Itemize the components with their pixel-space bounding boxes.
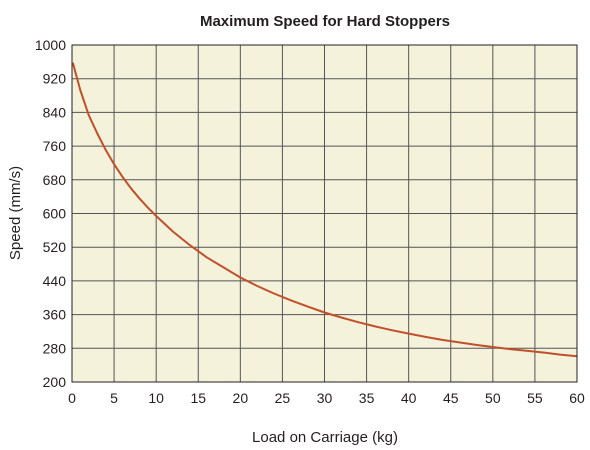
x-axis-label: Load on Carriage (kg) (252, 429, 398, 446)
y-tick-label: 280 (43, 340, 67, 356)
x-tick-label: 0 (68, 390, 76, 406)
x-tick-label: 25 (275, 390, 291, 406)
y-tick-label: 200 (43, 374, 67, 390)
x-tick-label: 35 (359, 390, 375, 406)
x-tick-label: 10 (148, 390, 164, 406)
x-tick-label: 20 (233, 390, 249, 406)
x-tick-label: 30 (317, 390, 333, 406)
y-tick-label: 600 (43, 206, 67, 222)
grid-lines (71, 44, 578, 383)
x-tick-label: 5 (110, 390, 118, 406)
y-tick-label: 840 (43, 104, 67, 120)
y-tick-label: 520 (43, 239, 67, 255)
speed-curve (71, 62, 578, 358)
x-tick-label: 55 (527, 390, 543, 406)
y-tick-label: 360 (43, 307, 67, 323)
y-tick-label: 920 (43, 71, 67, 87)
y-tick-label: 760 (43, 138, 67, 154)
series-layer (71, 62, 578, 358)
x-tick-label: 15 (190, 390, 206, 406)
x-axis-ticks: 0 5 10 15 20 25 30 35 40 45 50 55 60 (68, 390, 585, 406)
y-tick-label: 680 (43, 172, 67, 188)
plot-frame (71, 44, 578, 383)
y-axis-ticks: 200 280 360 440 520 600 680 760 840 920 1000 (35, 37, 66, 390)
y-tick-label: 1000 (35, 37, 66, 53)
x-tick-label: 45 (443, 390, 459, 406)
y-tick-label: 440 (43, 273, 67, 289)
x-tick-label: 40 (401, 390, 417, 406)
x-tick-label: 60 (569, 390, 585, 406)
y-axis-label: Speed (mm/s) (7, 166, 24, 260)
chart-title: Maximum Speed for Hard Stoppers (200, 13, 450, 30)
x-tick-label: 50 (485, 390, 501, 406)
